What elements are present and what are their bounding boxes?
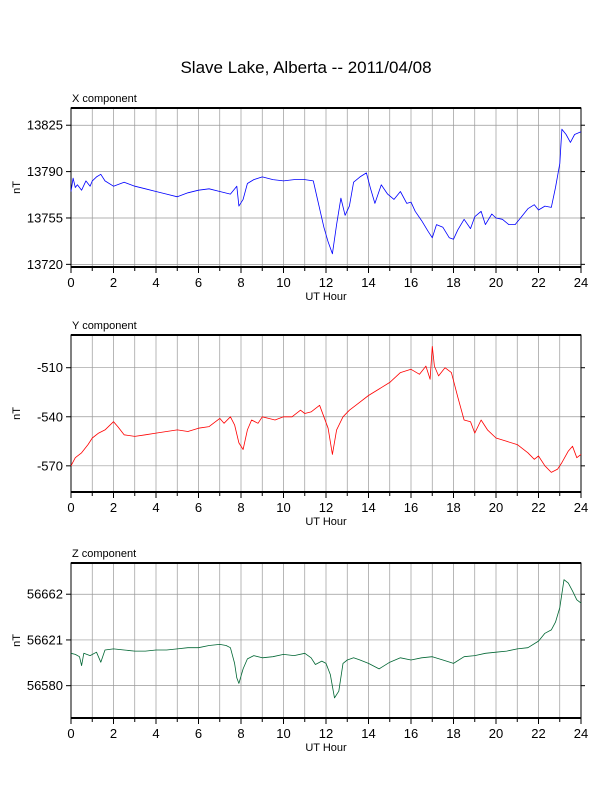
x-tick-label: 20 [489, 275, 503, 290]
x-axis-label: UT Hour [305, 291, 347, 303]
chart-title: Slave Lake, Alberta -- 2011/04/08 [180, 58, 432, 77]
x-tick-label: 6 [195, 726, 202, 741]
x-tick-label: 2 [110, 275, 117, 290]
y-tick-label: 56662 [27, 587, 63, 602]
x-tick-label: 4 [152, 726, 159, 741]
x-tick-label: 22 [531, 500, 545, 515]
x-tick-label: 16 [404, 275, 418, 290]
x-tick-label: 4 [152, 275, 159, 290]
x-tick-label: 22 [531, 726, 545, 741]
x-tick-label: 22 [531, 275, 545, 290]
x-axis-label: UT Hour [305, 516, 347, 528]
x-tick-label: 14 [361, 500, 375, 515]
x-tick-label: 4 [152, 500, 159, 515]
x-tick-label: 18 [446, 500, 460, 515]
x-tick-label: 14 [361, 275, 375, 290]
x-tick-label: 2 [110, 500, 117, 515]
x-tick-label: 10 [276, 275, 290, 290]
x-tick-label: 8 [237, 275, 244, 290]
y-tick-label: -540 [37, 409, 63, 424]
x-tick-label: 8 [237, 726, 244, 741]
panel-x-component: 0 2 4 6 8 10 12 14 16 18 20 22 241372013755137901382… [11, 93, 588, 303]
y-tick-label: 13790 [27, 164, 63, 179]
x-tick-label: 18 [446, 275, 460, 290]
x-tick-label: 12 [319, 500, 333, 515]
x-tick-label: 20 [489, 726, 503, 741]
panel-title-x: X component [72, 93, 137, 105]
x-tick-label: 24 [574, 500, 588, 515]
x-tick-label: 24 [574, 275, 588, 290]
series-line-y [70, 345, 582, 473]
panel-title-z: Z component [72, 548, 136, 560]
x-tick-label: 20 [489, 500, 503, 515]
x-tick-label: 0 [67, 500, 74, 515]
x-tick-label: 16 [404, 500, 418, 515]
y-tick-label: 56580 [27, 678, 63, 693]
x-tick-label: 18 [446, 726, 460, 741]
y-tick-label: -510 [37, 360, 63, 375]
x-tick-label: 6 [195, 275, 202, 290]
x-tick-label: 6 [195, 500, 202, 515]
y-tick-label: 13720 [27, 257, 63, 272]
x-tick-label: 10 [276, 726, 290, 741]
y-tick-label: 56621 [27, 632, 63, 647]
x-axis-label: UT Hour [305, 742, 347, 754]
x-tick-label: 16 [404, 726, 418, 741]
x-tick-label: 0 [67, 275, 74, 290]
x-tick-label: 12 [319, 275, 333, 290]
y-axis-label: nT [11, 407, 23, 420]
x-tick-label: 14 [361, 726, 375, 741]
y-tick-label: 13825 [27, 118, 63, 133]
series-line-x [70, 128, 582, 255]
y-tick-label: -570 [37, 458, 63, 473]
y-axis-label: nT [11, 181, 23, 194]
x-tick-label: 2 [110, 726, 117, 741]
x-tick-label: 10 [276, 500, 290, 515]
panel-title-y: Y component [72, 320, 137, 332]
x-tick-label: 0 [67, 726, 74, 741]
series-line-z [70, 579, 582, 699]
x-tick-label: 8 [237, 500, 244, 515]
x-tick-label: 12 [319, 726, 333, 741]
y-axis-label: nT [11, 634, 23, 647]
x-tick-label: 24 [574, 726, 588, 741]
y-tick-label: 13755 [27, 210, 63, 225]
